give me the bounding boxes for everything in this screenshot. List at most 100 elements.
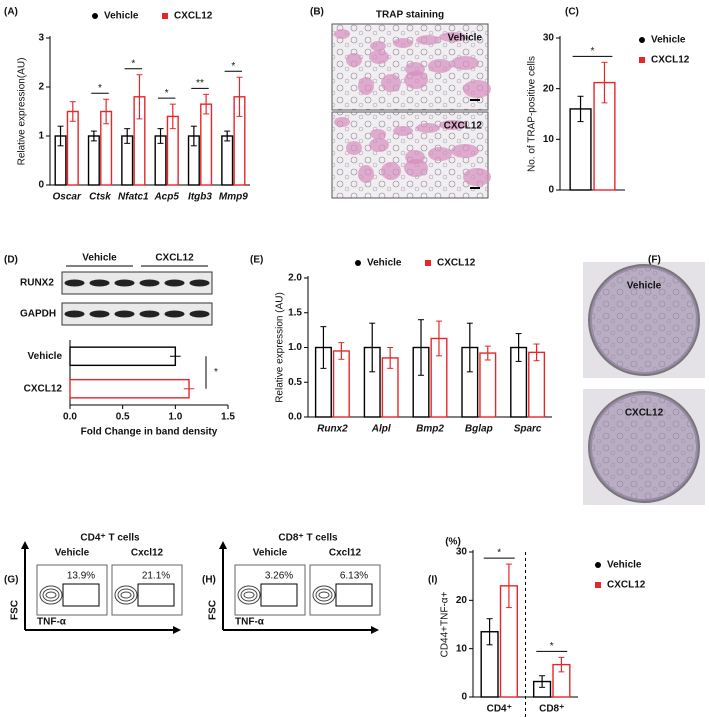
y-tick-label: CXCL12 [24,383,63,394]
stain [370,41,386,51]
sample-label: Vehicle [253,548,288,559]
sample-label: Cxcl12 [329,548,362,559]
band [164,310,185,318]
band [114,310,135,318]
image-label: Vehicle [627,281,662,292]
bar [69,346,177,367]
bar [66,110,79,186]
stain [346,53,362,67]
x-axis-label: TNF-α [37,617,67,628]
significance-label: * [550,641,554,652]
unit-label: (%) [445,537,461,548]
stain [393,38,413,48]
stain [405,150,425,164]
gate-percentage: 13.9% [67,571,95,582]
panel-label: (C) [565,7,579,18]
y-axis-label: Relative expression (AU) [275,292,286,403]
panel-label: (E) [250,255,263,266]
x-tick-label: Ctsk [89,192,111,203]
stain [334,117,350,127]
group-label: Vehicle [82,253,117,264]
sample-label: Vehicle [55,548,90,559]
stain [451,56,479,70]
stain [416,123,440,133]
x-tick-label: 1.0 [168,412,182,423]
panel-label: (F) [648,255,661,266]
bar [479,352,497,418]
panel-label: (B) [310,7,324,18]
band [139,279,160,287]
y-tick-label: 0.0 [288,412,302,423]
contour [240,588,258,602]
row-label: RUNX2 [20,278,54,289]
legend-marker [92,13,98,19]
x-tick-label: Sparc [514,424,542,435]
sample-label: Cxcl12 [131,548,164,559]
y-tick-label: 1.0 [288,342,302,353]
legend-label: CXCL12 [607,580,646,591]
plot-frame [36,564,108,616]
arrow-head [371,626,379,634]
band [189,310,210,318]
stain [381,74,401,92]
x-tick-label: Bglap [465,424,493,435]
stain [369,50,389,64]
x-axis-label: Fold Change in band density [81,427,218,438]
stain [405,62,425,76]
y-tick-label: 0 [461,692,467,703]
stain [393,126,413,136]
significance-label: * [131,58,135,69]
y-axis-label: CD44+TNF-α+ [440,591,451,657]
legend-marker [595,582,601,588]
bar [87,135,100,186]
significance-label: * [497,548,501,559]
x-tick-label: 0.5 [116,412,130,423]
blot-strip [61,271,213,295]
x-tick-label: 1.5 [221,412,235,423]
legend-marker [355,260,361,266]
row-label: GAPDH [20,309,56,320]
x-tick-label: CD8⁺ [539,704,564,715]
y-tick-label: 0.5 [288,377,302,388]
bar [200,103,213,186]
panel-label: (G) [4,575,18,586]
x-tick-label: CD4⁺ [487,704,512,715]
band [64,279,85,287]
band [64,310,85,318]
y-tick-label: 30 [543,33,555,44]
band [164,279,185,287]
contour [45,591,57,599]
x-axis-label: TNF-α [235,617,265,628]
y-tick-label: 1.5 [288,307,302,318]
legend-label: Vehicle [651,35,686,46]
bar [528,351,546,418]
contour [117,588,135,602]
y-axis-label: FSC [208,600,219,620]
x-tick-label: Runx2 [317,424,348,435]
x-tick-label: Bmp2 [416,424,444,435]
gate [137,583,175,607]
plot-frame [234,564,306,616]
stain [334,29,350,39]
gate-percentage: 3.26% [265,571,293,582]
image-label: CXCL12 [444,121,483,132]
y-axis-label: Relative expression(AU) [17,58,28,166]
legend-marker [639,37,645,43]
y-tick-label: 10 [543,134,555,145]
stain [428,59,452,73]
stain [358,165,374,183]
x-tick-label: Itgb3 [188,192,212,203]
y-tick-label: 20 [543,83,555,94]
significance-label: * [214,367,218,378]
y-tick-label: 0 [548,185,554,196]
dish-texture [592,395,696,499]
y-tick-label: 2 [38,82,44,93]
arrow-head [173,626,181,634]
gate [62,583,100,607]
x-tick-label: Mmp9 [219,192,248,203]
stain [381,162,401,180]
legend-marker [639,57,645,63]
stain [451,144,479,158]
stain [370,129,386,139]
